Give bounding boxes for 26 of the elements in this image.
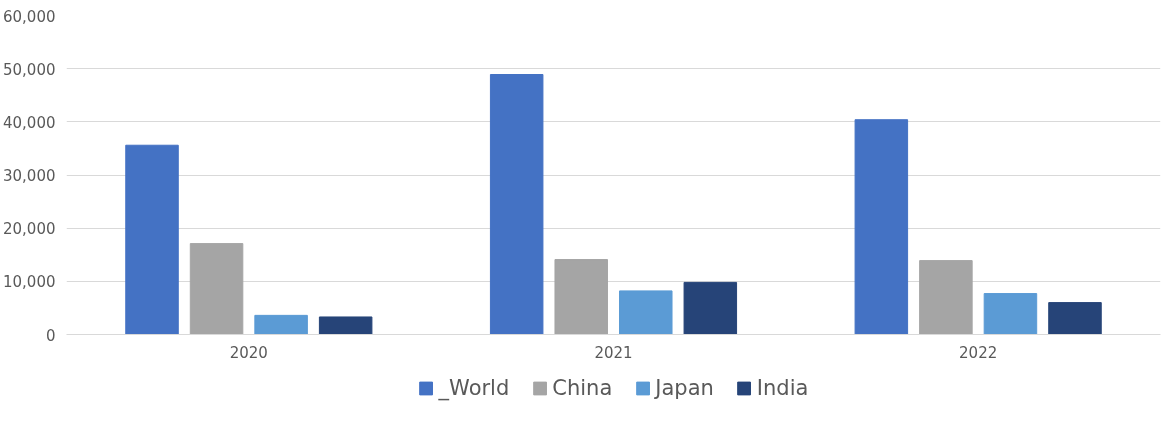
x-tick-label: 2020 bbox=[229, 343, 268, 362]
legend-label: China bbox=[552, 375, 613, 400]
y-tick-label: 40,000 bbox=[3, 113, 56, 132]
bar bbox=[919, 260, 973, 335]
y-tick-label: 50,000 bbox=[3, 60, 56, 79]
y-tick-label: 20,000 bbox=[3, 220, 56, 239]
bar bbox=[189, 243, 244, 335]
bar bbox=[983, 293, 1038, 335]
bar bbox=[854, 119, 909, 335]
x-tick-label: 2022 bbox=[959, 343, 998, 362]
bar bbox=[125, 144, 179, 335]
bar bbox=[254, 314, 308, 335]
legend-label: _World bbox=[438, 375, 510, 400]
bar bbox=[619, 290, 673, 335]
bar bbox=[1048, 302, 1102, 335]
y-tick-label: 60,000 bbox=[3, 7, 56, 26]
legend-label: India bbox=[756, 375, 809, 400]
bar bbox=[489, 74, 544, 335]
y-tick-label: 30,000 bbox=[3, 167, 56, 185]
bar bbox=[683, 281, 738, 335]
legend-label: Japan bbox=[655, 375, 714, 400]
bar bbox=[554, 259, 608, 335]
x-tick-label: 2021 bbox=[594, 343, 633, 362]
y-tick-label: 0 bbox=[45, 326, 56, 345]
y-tick-label: 10,000 bbox=[3, 273, 56, 292]
bar bbox=[318, 316, 373, 335]
